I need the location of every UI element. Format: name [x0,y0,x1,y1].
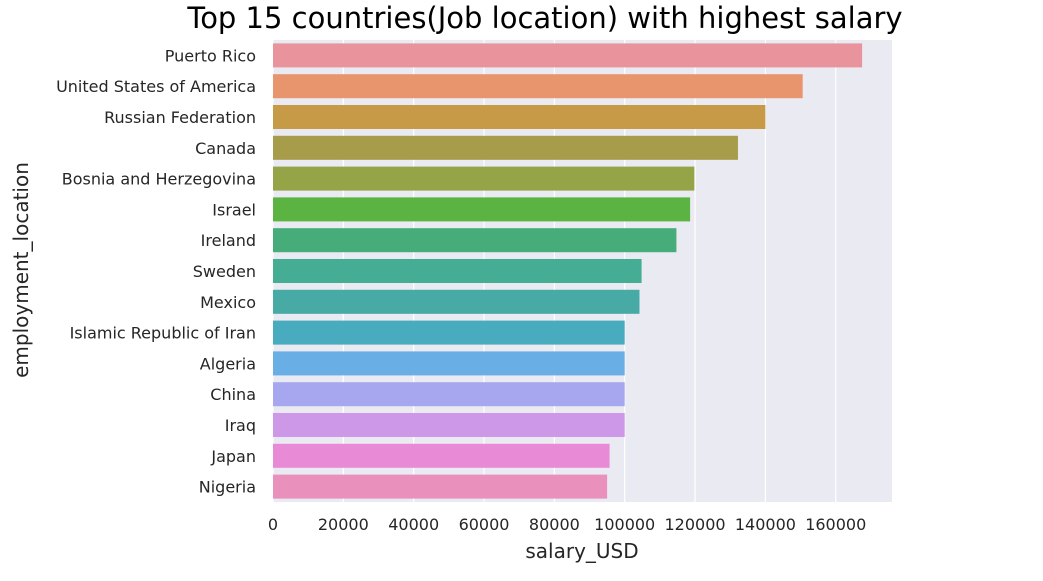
bar [273,43,863,68]
bar [273,474,608,499]
x-tick-label: 140000 [735,515,796,534]
y-tick-label: Bosnia and Herzegovina [62,170,256,189]
y-tick-label: Nigeria [199,478,256,497]
y-tick-labels: Puerto Rico United States of America Russi… [56,46,256,496]
y-tick-label: Puerto Rico [165,46,256,65]
y-tick-label: Israel [212,200,256,219]
y-tick-label: Islamic Republic of Iran [70,324,256,343]
y-tick-label: Japan [210,447,256,466]
x-tick-label: 80000 [529,515,580,534]
y-tick-label: Canada [195,139,256,158]
bar [273,382,625,407]
bar [273,74,803,99]
bar [273,412,625,438]
bar [273,289,640,314]
bar [273,166,695,191]
x-tick-label: 120000 [665,515,726,534]
y-tick-label: United States of America [56,77,256,96]
y-tick-label: Ireland [201,231,256,250]
y-tick-label: Sweden [193,262,256,281]
y-tick-label: China [210,385,256,404]
bar [273,135,738,160]
x-axis-label: salary_USD [525,539,638,563]
x-tick-label: 0 [268,515,278,534]
y-tick-label: Algeria [200,354,256,373]
y-tick-label: Russian Federation [104,108,256,127]
y-tick-label: Mexico [200,293,256,312]
bars [273,43,863,499]
bar [273,228,677,253]
x-tick-label: 60000 [459,515,510,534]
bar [273,104,766,130]
chart-title: Top 15 countries(Job location) with high… [186,1,902,35]
bar [273,197,691,222]
bar [273,258,642,284]
bar [273,351,625,376]
y-axis-label: employment_location [9,162,33,378]
x-tick-label: 160000 [805,515,866,534]
x-tick-label: 20000 [318,515,369,534]
x-tick-labels: 0 20000 40000 60000 80000 100000 120000 140000 1… [268,515,866,534]
y-tick-label: Iraq [225,416,256,435]
x-tick-label: 40000 [388,515,439,534]
bar [273,443,610,468]
bar [273,320,625,345]
x-tick-label: 100000 [594,515,655,534]
